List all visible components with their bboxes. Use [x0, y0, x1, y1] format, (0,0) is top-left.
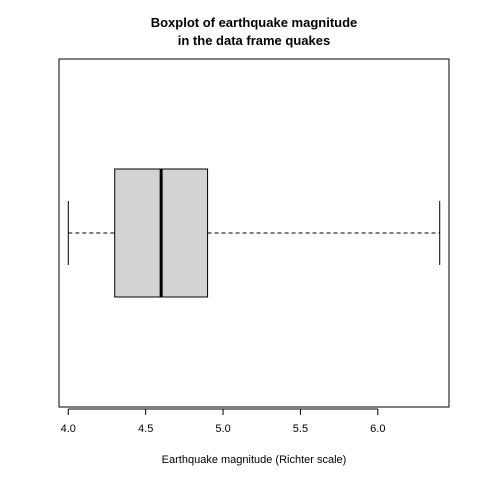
x-tick-label: 4.5: [138, 423, 153, 435]
chart-title-line-2: in the data frame quakes: [178, 33, 330, 48]
x-tick-label: 5.5: [293, 423, 308, 435]
x-axis: 4.0 4.5 5.0 5.5 6.0: [61, 408, 385, 435]
x-tick-label: 6.0: [370, 423, 385, 435]
x-ticks: 4.0 4.5 5.0 5.5 6.0: [61, 409, 385, 435]
box-layer: [67, 168, 441, 298]
chart-title-line-1: Boxplot of earthquake magnitude: [151, 15, 358, 30]
x-tick-label: 5.0: [215, 423, 230, 435]
x-axis-label: Earthquake magnitude (Richter scale): [162, 454, 347, 466]
x-tick-label: 4.0: [61, 423, 76, 435]
plot-frame: [58, 58, 450, 408]
